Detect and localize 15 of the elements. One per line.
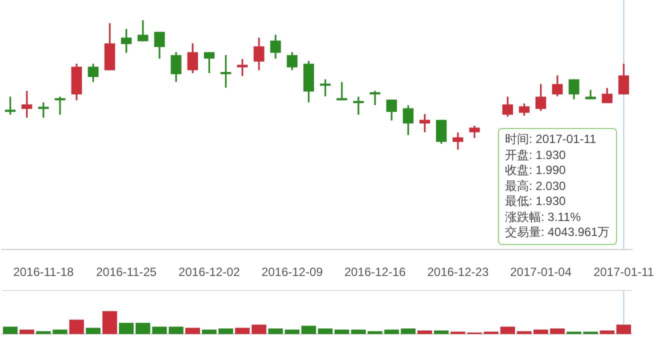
text: 最高: 2.030 [505, 178, 567, 194]
text: 涨跌幅: 3.11% [505, 210, 582, 225]
text: 最低: 1.930 [505, 194, 567, 210]
x-tick-label: 2016-12-02 [178, 265, 240, 280]
x-tick-label: 2016-12-09 [261, 265, 324, 280]
x-tick-label: 2017-01-04 [510, 265, 572, 280]
x-tick-label: 2016-12-16 [344, 265, 406, 280]
x-tick-label: 2016-12-23 [427, 265, 489, 280]
x-tick-label: 2016-11-18 [13, 265, 74, 280]
annotation: 时间: 2017-01-11 [505, 132, 598, 148]
text: 交易量: 4043.961万 [505, 225, 610, 240]
x-tick-label: 2017-01-11 [593, 265, 654, 280]
annotation: 开盘: 1.930 [505, 148, 567, 163]
text: 收盘: 1.990 [505, 163, 567, 178]
x-tick-label: 2016-11-25 [96, 265, 157, 280]
